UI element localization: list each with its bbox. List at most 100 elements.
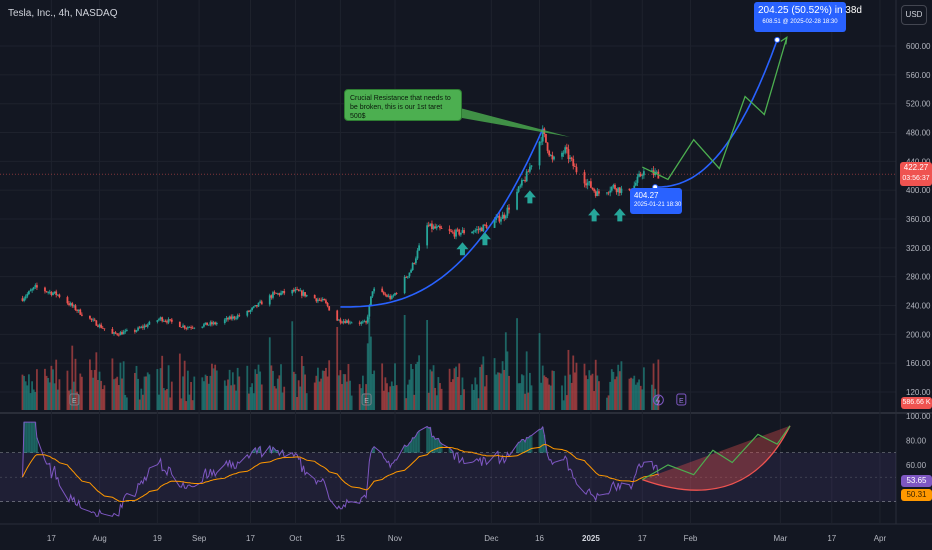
candle-body — [214, 322, 217, 325]
volume-bar — [328, 360, 331, 410]
volume-bar — [180, 398, 183, 410]
candle-body — [31, 289, 34, 291]
candle-body — [641, 175, 644, 177]
time-tick-label: Feb — [684, 534, 698, 543]
buy-arrow — [613, 208, 626, 222]
volume-bar — [268, 337, 271, 410]
volume-bar — [191, 400, 194, 410]
target-label[interactable]: 204.25 (50.52%) in 38d 608.51 @ 2025-02-… — [754, 2, 862, 32]
volume-bar — [516, 318, 518, 410]
candle-body — [302, 292, 305, 296]
volume-bar — [612, 371, 615, 410]
time-tick-label: Dec — [484, 534, 498, 543]
candle-body — [525, 171, 528, 182]
candle-body — [561, 152, 563, 157]
volume-bar — [386, 383, 388, 410]
candle-body — [485, 225, 488, 228]
candle-body — [519, 185, 522, 187]
candle-body — [167, 319, 170, 323]
volume-bar — [145, 376, 148, 410]
candle-body — [317, 299, 319, 302]
volume-bar — [451, 379, 454, 410]
volume-bar — [296, 397, 298, 410]
candle-body — [76, 310, 78, 311]
volume-bar — [44, 368, 46, 410]
volume-bar — [527, 392, 530, 410]
price-tick-label: 600.00 — [906, 42, 931, 51]
volume-bar — [541, 365, 544, 410]
volume-bar — [565, 395, 568, 410]
volume-bar — [572, 355, 575, 410]
volume-bar — [413, 394, 416, 410]
volume-bar — [549, 385, 552, 410]
price-tick-label: 520.00 — [906, 100, 931, 109]
volume-bar — [69, 389, 72, 410]
candle-body — [100, 324, 103, 328]
volume-bar — [575, 362, 578, 410]
volume-bar — [135, 365, 138, 410]
volume-bar — [31, 381, 34, 410]
candle-body — [498, 215, 501, 222]
candle-body — [570, 157, 573, 159]
candle-body — [493, 219, 496, 228]
candle-body — [638, 173, 640, 177]
resistance-callout[interactable]: Crucial Resistance that needs to be brok… — [344, 89, 462, 121]
candle-body — [247, 310, 250, 312]
volume-bar — [607, 395, 610, 410]
candle-body — [89, 315, 91, 319]
candle-body — [292, 289, 295, 292]
candle-body — [276, 293, 279, 295]
candle-body — [28, 291, 30, 295]
volume-bar — [294, 373, 297, 410]
candle-body — [411, 263, 414, 271]
candle-body — [24, 296, 27, 299]
candle-body — [615, 188, 618, 193]
candle-body — [140, 326, 143, 328]
volume-bar — [368, 317, 371, 410]
earnings-marker-box — [676, 393, 687, 406]
candle-body — [437, 226, 440, 227]
volume-bar — [56, 389, 59, 410]
candle-body — [207, 324, 210, 326]
volume-bar — [371, 373, 374, 410]
volume-bar — [53, 383, 56, 410]
volume-bar — [133, 372, 136, 410]
volume-bar — [280, 364, 282, 410]
volume-bar — [548, 384, 551, 410]
candle-body — [72, 305, 75, 307]
candle-body — [164, 320, 167, 322]
candle-body — [92, 319, 95, 321]
currency-button[interactable]: USD — [901, 5, 927, 25]
volume-bar — [482, 356, 485, 410]
candle-body — [227, 317, 229, 320]
volume-bar — [390, 381, 393, 410]
volume-bar — [236, 367, 239, 410]
entry-label[interactable]: 404.27 2025-01-21 18:30 — [630, 188, 682, 214]
candle-body — [342, 321, 345, 323]
volume-bar — [530, 385, 533, 410]
volume-bar — [528, 372, 531, 410]
volume-bar — [193, 376, 196, 410]
candle-body — [500, 218, 502, 222]
buy-arrow — [456, 242, 469, 256]
candle-body — [618, 187, 621, 193]
volume-bar — [305, 393, 308, 410]
candle-body — [95, 320, 98, 326]
candle-body — [254, 304, 257, 307]
candle-body — [34, 285, 37, 288]
candle-body — [459, 232, 462, 235]
volume-bar — [347, 364, 350, 410]
time-tick-label: Aug — [92, 534, 106, 543]
candle-body — [74, 305, 77, 311]
candle-body — [97, 325, 99, 327]
price-tick-label: 480.00 — [906, 129, 931, 138]
candle-body — [588, 181, 591, 183]
candle-body — [463, 230, 465, 234]
volume-bar — [48, 382, 51, 410]
volume-bar — [472, 389, 475, 410]
candle-body — [53, 291, 56, 294]
volume-bar — [564, 375, 567, 410]
last-price-label: 422.27 03:56:37 — [900, 162, 932, 186]
volume-bar — [119, 362, 122, 410]
